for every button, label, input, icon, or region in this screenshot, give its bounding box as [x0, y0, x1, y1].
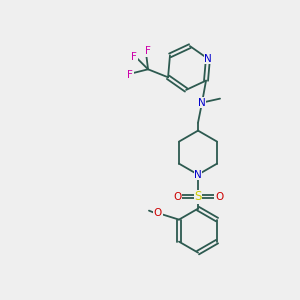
Text: N: N	[194, 169, 202, 180]
Text: N: N	[204, 54, 212, 64]
Text: O: O	[215, 192, 223, 202]
Text: F: F	[127, 70, 133, 80]
Text: F: F	[131, 52, 137, 62]
Text: O: O	[154, 208, 162, 218]
Text: O: O	[173, 192, 181, 202]
Text: F: F	[145, 46, 151, 56]
Text: N: N	[198, 98, 206, 108]
Text: S: S	[194, 190, 202, 203]
